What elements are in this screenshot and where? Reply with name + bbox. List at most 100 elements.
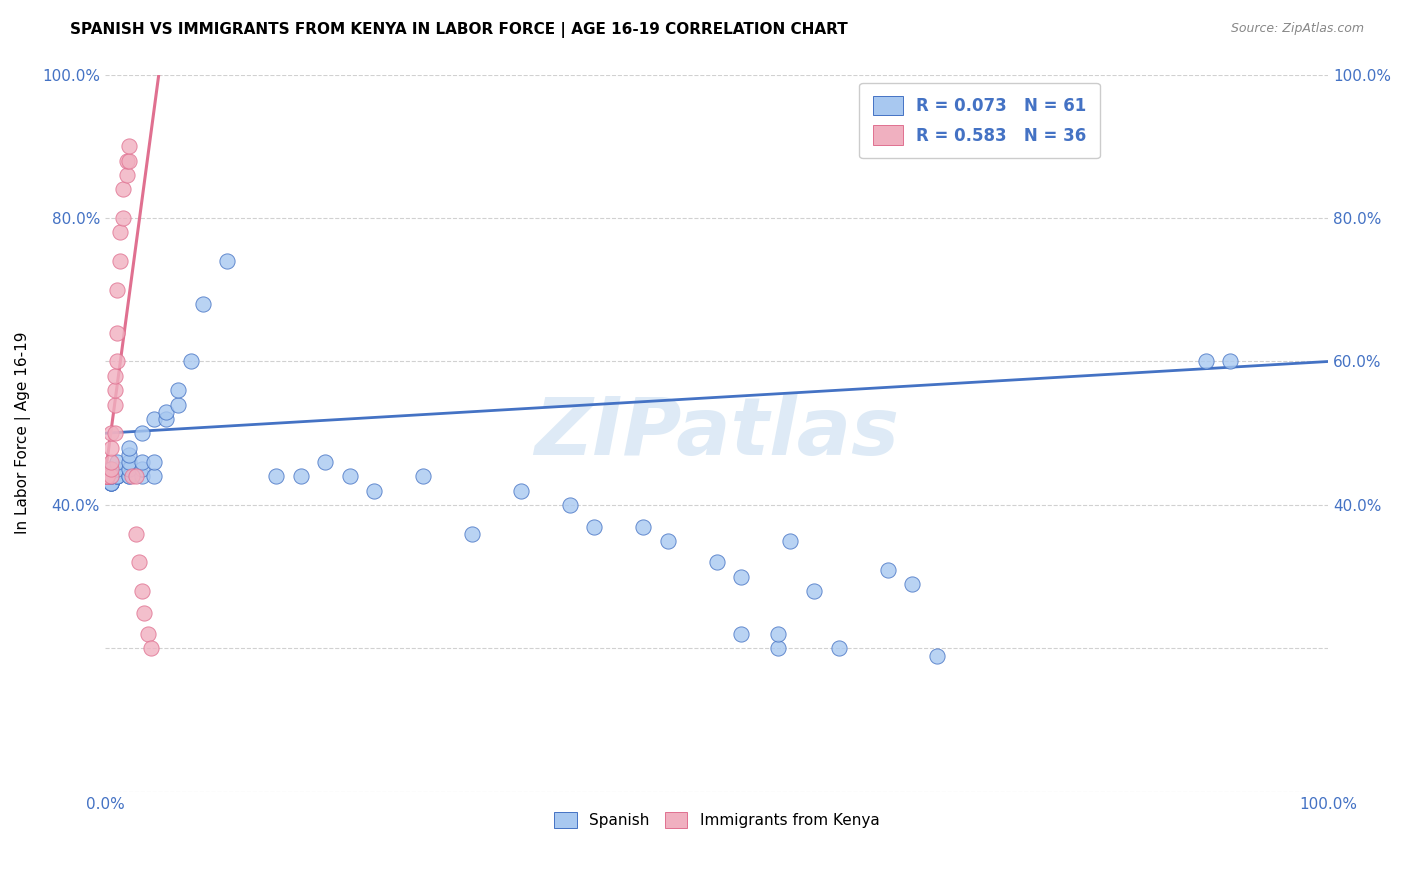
Point (100, 426, 122, 441)
Point (124, 526, 146, 541)
Y-axis label: In Labor Force | Age 16-19: In Labor Force | Age 16-19 (15, 332, 31, 534)
Point (131, 455, 153, 469)
Point (925, 648, 948, 663)
Point (96, 469, 118, 483)
Point (766, 641, 789, 656)
Point (104, 426, 127, 441)
Point (131, 462, 153, 476)
Point (96, 469, 118, 483)
Point (100, 469, 122, 483)
Text: Source: ZipAtlas.com: Source: ZipAtlas.com (1230, 22, 1364, 36)
Point (766, 627, 789, 641)
Point (100, 441, 122, 455)
Point (180, 354, 202, 368)
Point (118, 469, 141, 483)
Point (118, 441, 141, 455)
Point (136, 627, 159, 641)
Point (100, 469, 122, 483)
Point (96, 469, 118, 483)
Point (112, 211, 135, 225)
Point (121, 469, 143, 483)
Point (94, 469, 117, 483)
Point (339, 469, 361, 483)
Point (803, 584, 825, 599)
Point (118, 455, 141, 469)
Point (1219, 354, 1241, 368)
Point (141, 641, 163, 656)
Point (290, 469, 312, 483)
Point (96, 469, 118, 483)
Point (155, 405, 177, 419)
Point (264, 469, 287, 483)
Point (118, 139, 141, 153)
Point (115, 153, 138, 168)
Point (131, 584, 153, 599)
Point (142, 455, 165, 469)
Point (100, 455, 122, 469)
Point (105, 354, 128, 368)
Point (124, 469, 146, 483)
Point (314, 455, 336, 469)
Point (191, 297, 214, 311)
Point (94, 469, 117, 483)
Text: SPANISH VS IMMIGRANTS FROM KENYA IN LABOR FORCE | AGE 16-19 CORRELATION CHART: SPANISH VS IMMIGRANTS FROM KENYA IN LABO… (70, 22, 848, 38)
Point (104, 398, 127, 412)
Point (901, 577, 924, 591)
Point (1195, 354, 1218, 368)
Point (105, 469, 128, 483)
Point (363, 483, 385, 498)
Point (657, 533, 679, 548)
Point (94, 469, 117, 483)
Point (105, 469, 128, 483)
Point (631, 519, 654, 533)
Point (132, 606, 155, 620)
Point (558, 498, 581, 512)
Point (100, 476, 122, 491)
Point (131, 469, 153, 483)
Point (118, 153, 141, 168)
Point (105, 455, 128, 469)
Point (412, 469, 434, 483)
Point (142, 412, 165, 426)
Point (96, 469, 118, 483)
Point (108, 225, 131, 239)
Point (217, 254, 239, 268)
Point (105, 283, 128, 297)
Point (118, 469, 141, 483)
Point (104, 368, 127, 383)
Point (118, 462, 141, 476)
Point (828, 641, 851, 656)
Point (155, 412, 177, 426)
Point (105, 326, 128, 340)
Point (96, 469, 118, 483)
Point (108, 254, 131, 268)
Point (583, 519, 606, 533)
Point (100, 462, 122, 476)
Point (461, 526, 484, 541)
Point (730, 627, 752, 641)
Point (509, 483, 531, 498)
Point (128, 555, 150, 569)
Point (100, 476, 122, 491)
Point (118, 448, 141, 462)
Point (131, 426, 153, 441)
Legend: Spanish, Immigrants from Kenya: Spanish, Immigrants from Kenya (547, 806, 886, 835)
Point (142, 469, 165, 483)
Point (115, 168, 138, 182)
Point (100, 469, 122, 483)
Point (100, 462, 122, 476)
Point (100, 476, 122, 491)
Point (105, 469, 128, 483)
Point (706, 555, 728, 569)
Point (876, 563, 898, 577)
Text: ZIPatlas: ZIPatlas (534, 394, 898, 472)
Point (730, 570, 752, 584)
Point (105, 462, 128, 476)
Point (100, 476, 122, 491)
Point (167, 383, 190, 397)
Point (100, 469, 122, 483)
Point (96, 469, 118, 483)
Point (167, 398, 190, 412)
Point (104, 383, 127, 397)
Point (112, 182, 135, 196)
